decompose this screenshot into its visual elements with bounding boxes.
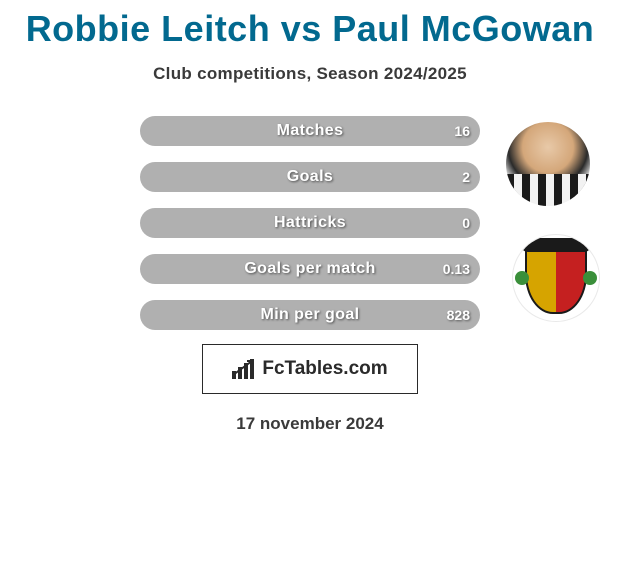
left-player-photo-placeholder: [10, 124, 110, 152]
stat-row-hattricks: Hattricks 0: [140, 208, 480, 238]
stat-value-right: 16: [454, 123, 470, 139]
stat-row-goals: Goals 2: [140, 162, 480, 192]
footer-date: 17 november 2024: [0, 414, 620, 434]
page-title: Robbie Leitch vs Paul McGowan: [0, 0, 620, 50]
branding-box: FcTables.com: [202, 344, 418, 394]
stat-row-min-per-goal: Min per goal 828: [140, 300, 480, 330]
right-player-photo: [506, 122, 590, 206]
stat-value-right: 0: [462, 215, 470, 231]
thistle-icon: [515, 271, 529, 285]
stat-label: Hattricks: [274, 214, 346, 232]
stat-row-goals-per-match: Goals per match 0.13: [140, 254, 480, 284]
left-club-crest-placeholder: [30, 180, 110, 204]
page-subtitle: Club competitions, Season 2024/2025: [0, 64, 620, 84]
stat-row-matches: Matches 16: [140, 116, 480, 146]
stat-value-right: 0.13: [443, 261, 470, 277]
stat-label: Goals: [287, 168, 333, 186]
right-club-crest: [512, 234, 600, 322]
stat-label: Goals per match: [244, 260, 375, 278]
branding-text: FcTables.com: [262, 358, 387, 380]
stat-value-right: 828: [447, 307, 470, 323]
stat-value-right: 2: [462, 169, 470, 185]
stat-label: Matches: [277, 122, 344, 140]
annan-athletic-crest-icon: [525, 242, 587, 314]
bar-chart-arrow-icon: [232, 359, 256, 379]
thistle-icon: [583, 271, 597, 285]
stat-bars: Matches 16 Goals 2 Hattricks 0 Goals per…: [140, 116, 480, 346]
comparison-area: Matches 16 Goals 2 Hattricks 0 Goals per…: [0, 116, 620, 336]
stat-label: Min per goal: [260, 306, 359, 324]
